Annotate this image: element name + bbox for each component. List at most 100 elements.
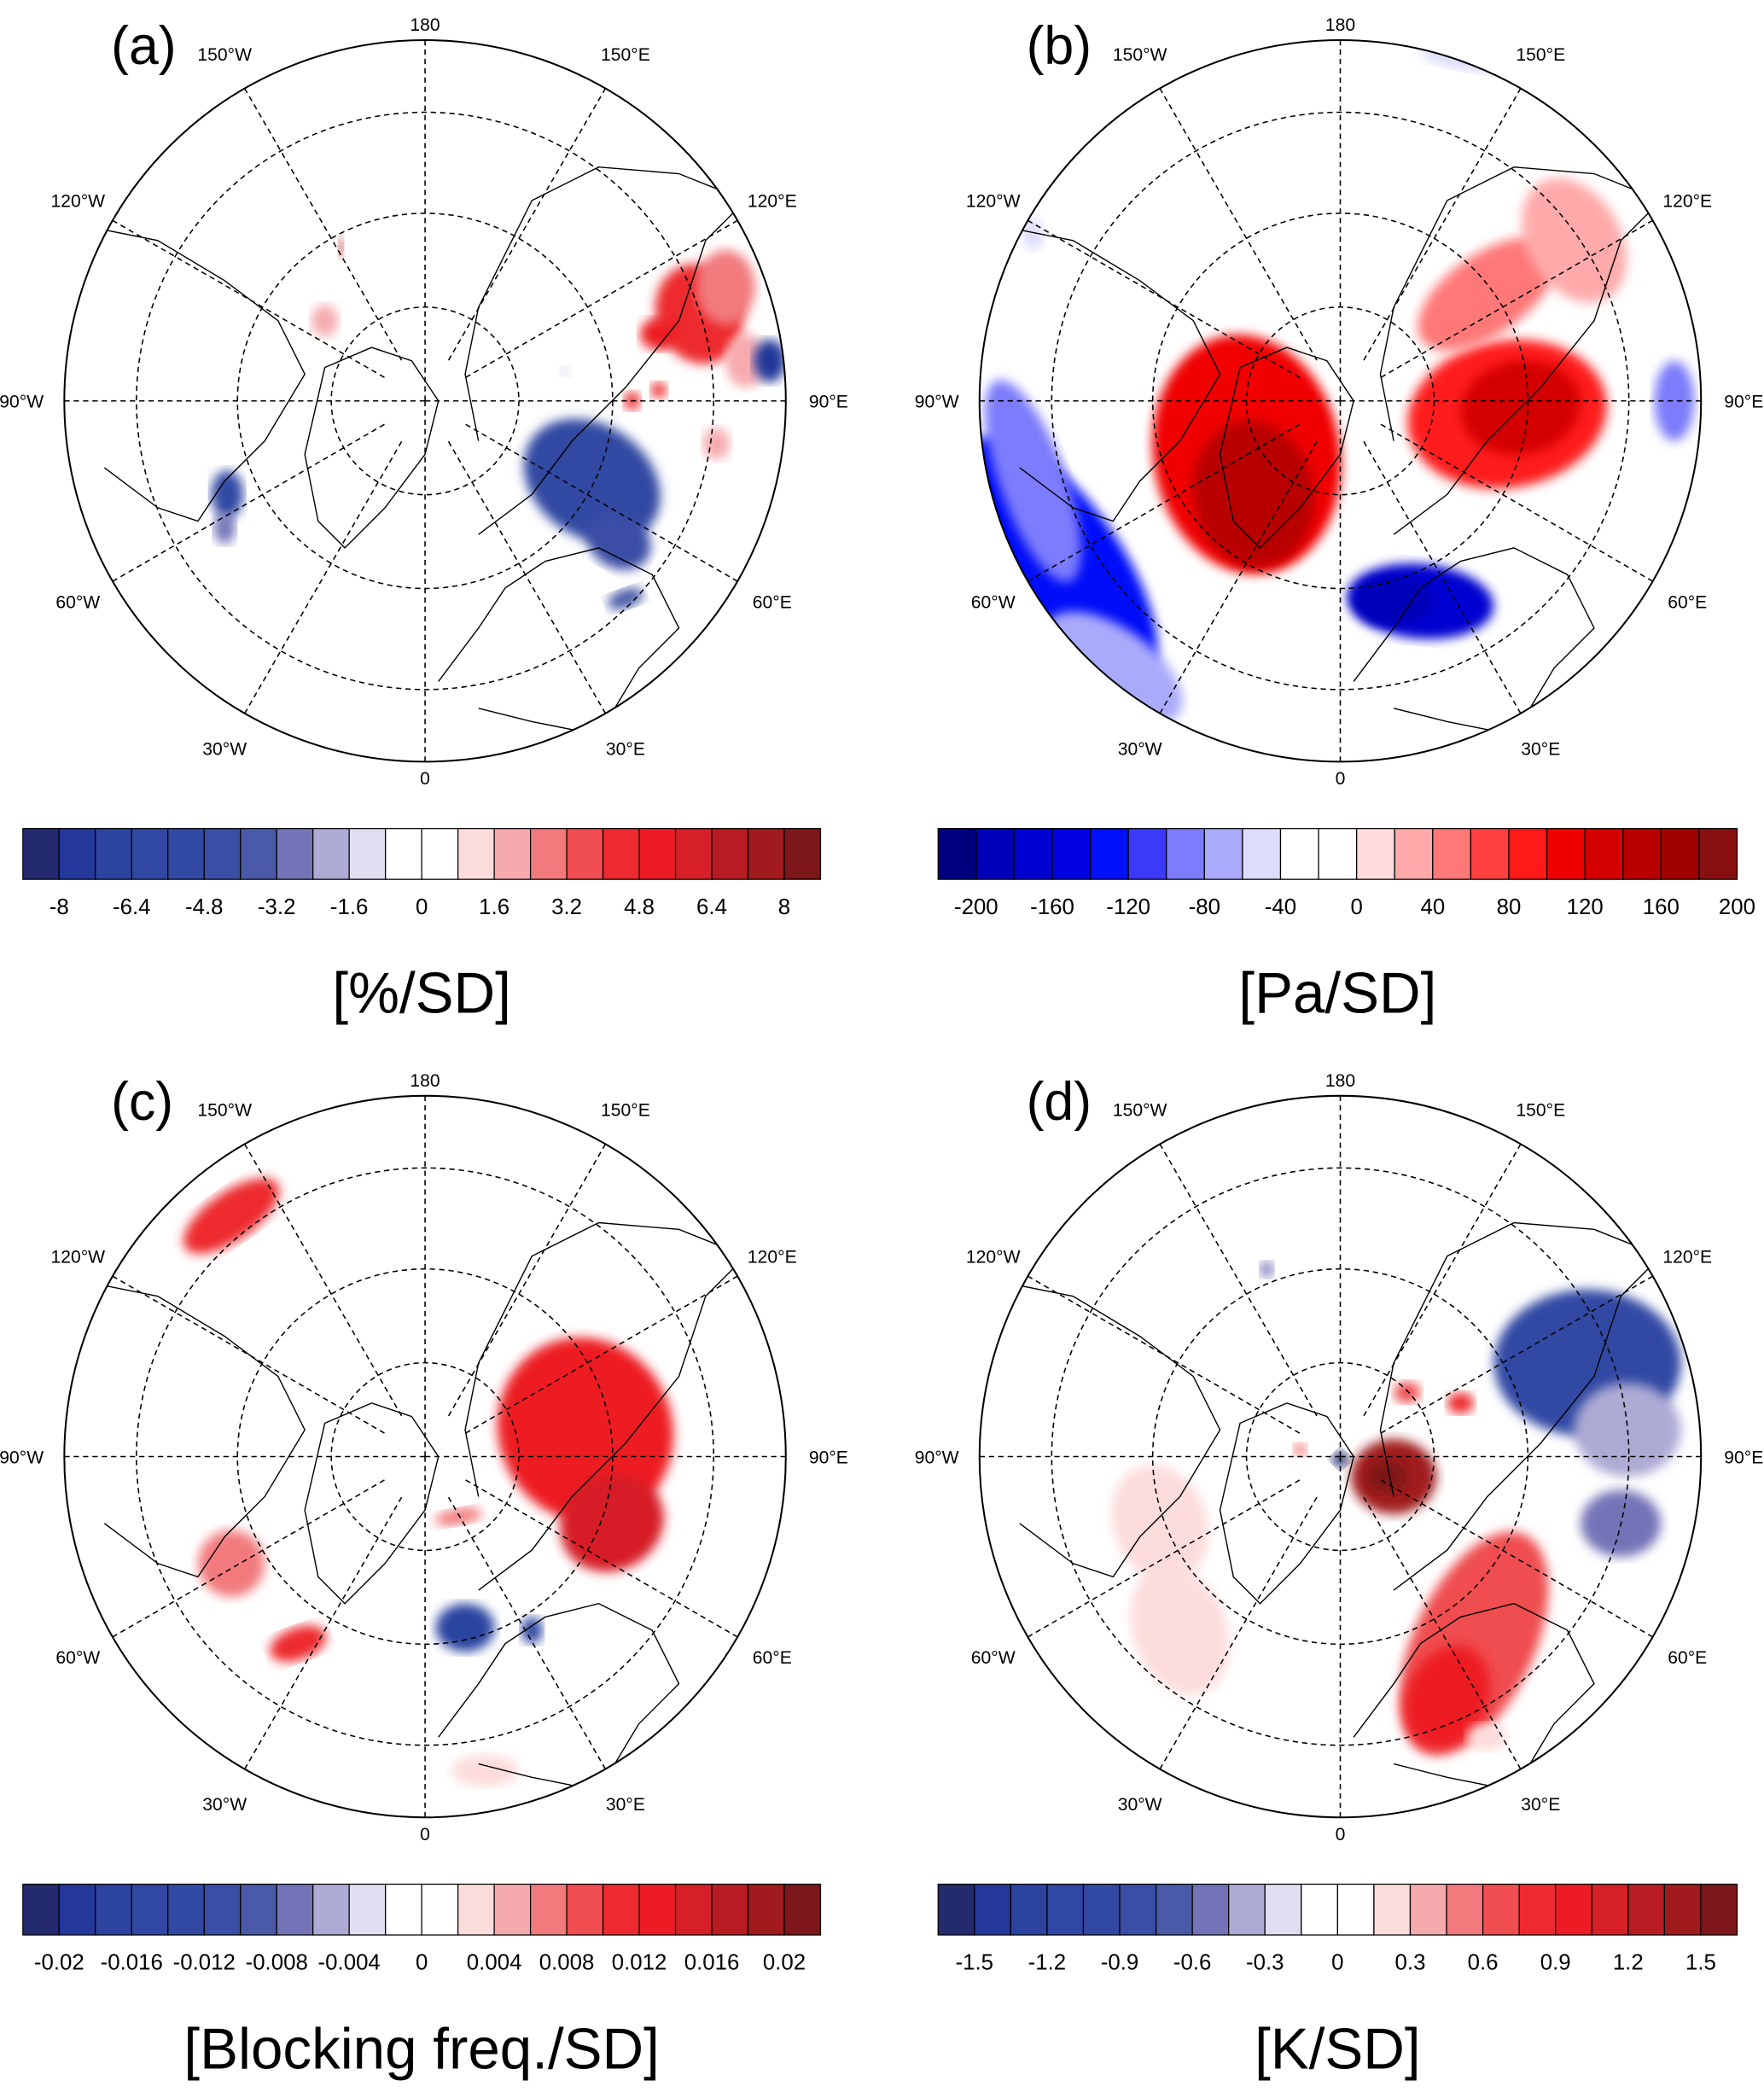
- colorbar-box: [1010, 1883, 1048, 1936]
- units-label: [Blocking freq./SD]: [183, 2018, 659, 2082]
- longitude-label: 120°W: [966, 192, 1021, 212]
- longitude-label: 60°E: [753, 592, 792, 612]
- colorbar-box: [312, 1883, 350, 1936]
- colorbar-tick-label: 0: [1350, 895, 1362, 919]
- colorbar-box: [1627, 1883, 1666, 1936]
- colorbar-box: [1191, 1883, 1230, 1936]
- colorbar-box: [747, 828, 785, 880]
- colorbar-box: [1203, 828, 1243, 880]
- longitude-label: 60°E: [1668, 592, 1707, 612]
- colorbar-tick-label: 0.016: [684, 1951, 740, 1975]
- colorbar-tick-label: 0: [416, 1951, 428, 1975]
- colorbar-tick-label: -1.5: [956, 1951, 994, 1975]
- longitude-label: 30°E: [606, 739, 645, 759]
- longitude-label: 120°E: [748, 192, 797, 212]
- longitude-label: 30°W: [202, 1795, 247, 1815]
- colorbar-box: [1622, 828, 1662, 880]
- longitude-label: 90°W: [0, 1448, 44, 1467]
- longitude-label: 120°E: [1662, 192, 1712, 212]
- colorbar-box: [1228, 1883, 1266, 1936]
- colorbar-box: [602, 1883, 640, 1936]
- units-label: [%/SD]: [332, 962, 510, 1026]
- longitude-label: 150°W: [197, 45, 252, 65]
- colorbar-box: [711, 828, 749, 880]
- coastline: [1379, 1221, 1662, 1591]
- anomaly-patch: [521, 1617, 543, 1644]
- colorbar-box: [783, 1883, 822, 1936]
- colorbar-tick-label: -8: [49, 895, 69, 919]
- colorbar-box: [167, 828, 205, 880]
- latitude-circle: [136, 111, 715, 691]
- colorbar-box: [1698, 828, 1738, 880]
- colorbar-box: [975, 828, 1016, 880]
- colorbar-box: [1518, 1883, 1557, 1936]
- colorbar-tick-label: -120: [1106, 895, 1150, 919]
- colorbar-tick-label: -1.6: [330, 895, 369, 919]
- colorbar-tick-label: 0.012: [612, 1951, 667, 1975]
- longitude-label: 120°E: [748, 1247, 797, 1267]
- longitude-label: 60°E: [753, 1648, 792, 1668]
- colorbar-tick-label: 8: [778, 895, 790, 919]
- colorbar: -0.02 -0.016 -0.012 -0.008 -0.004 0 0.004 0.008…: [22, 1883, 822, 2082]
- colorbar-box: [1700, 1883, 1738, 1936]
- colorbar-box: [747, 1883, 785, 1936]
- colorbar-box: [131, 1883, 169, 1936]
- colorbar-box: [1166, 828, 1205, 880]
- colorbar-tick-label: 0.9: [1540, 1951, 1571, 1975]
- anomaly-patch: [1574, 1383, 1681, 1477]
- anomaly-patch: [1293, 1442, 1307, 1457]
- colorbar-box: [1127, 828, 1167, 880]
- colorbar-box: [493, 1883, 532, 1936]
- coastline: [304, 1402, 440, 1605]
- colorbar-box: [1264, 1883, 1302, 1936]
- meridian: [112, 423, 385, 582]
- colorbar-box: [1546, 828, 1586, 880]
- coastline: [1219, 1402, 1354, 1605]
- anomaly-patch: [270, 1625, 327, 1662]
- longitude-label: 0: [420, 1825, 430, 1844]
- colorbar-box: [674, 828, 713, 880]
- colorbar-box: [1555, 1883, 1592, 1936]
- colorbar-tick-label: 80: [1497, 895, 1522, 919]
- anomaly-patch: [435, 1603, 495, 1652]
- colorbar-box: [711, 1883, 749, 1936]
- colorbar-box: [348, 828, 387, 880]
- longitude-label: 120°W: [50, 1247, 105, 1267]
- colorbar-tick-label: -200: [954, 895, 998, 919]
- map-boundary: [63, 38, 787, 763]
- colorbar-tick-label: 1.5: [1685, 1951, 1716, 1975]
- anomaly-patch: [213, 511, 236, 545]
- longitude-label: 90°E: [1724, 1448, 1763, 1467]
- panel-b: 0 30°E 60°E 90°E 120°E 150°E 180 150°W 120°W 90°W…: [915, 15, 1764, 1026]
- map-boundary: [63, 1094, 787, 1819]
- anomaly-patch: [1404, 1646, 1490, 1749]
- colorbar-box: [240, 828, 277, 880]
- colorbar-tick-label: 4.8: [624, 895, 655, 919]
- anomaly-patch: [1654, 360, 1695, 441]
- longitude-label: 180: [1325, 1071, 1355, 1091]
- coastline: [1219, 347, 1354, 549]
- polar-map: [979, 39, 1702, 762]
- anomaly-patch: [754, 339, 786, 382]
- colorbar-box: [1119, 1883, 1157, 1936]
- colorbar-tick-label: 0.02: [763, 1951, 806, 1975]
- longitude-label: 30°E: [1521, 739, 1560, 759]
- units-label: [Pa/SD]: [1238, 962, 1436, 1026]
- anomaly-patch: [1130, 1565, 1230, 1695]
- colorbar-box: [385, 828, 422, 880]
- coastline: [1379, 166, 1662, 535]
- colorbar-box: [1356, 828, 1395, 880]
- map-boundary: [978, 38, 1703, 763]
- longitude-label: 60°E: [1668, 1648, 1707, 1668]
- colorbar-box: [937, 828, 977, 880]
- meridian: [244, 1144, 403, 1417]
- colorbar-box: [566, 1883, 604, 1936]
- colorbar-box: [529, 828, 568, 880]
- longitude-label: 90°E: [809, 1448, 848, 1467]
- anomaly-patch: [434, 1507, 483, 1526]
- latitude-circle: [1051, 111, 1630, 691]
- longitude-label: 0: [420, 769, 430, 789]
- anomaly-patch: [650, 382, 667, 399]
- colorbar-tick-label: 160: [1643, 895, 1680, 919]
- longitude-label: 60°W: [971, 592, 1016, 612]
